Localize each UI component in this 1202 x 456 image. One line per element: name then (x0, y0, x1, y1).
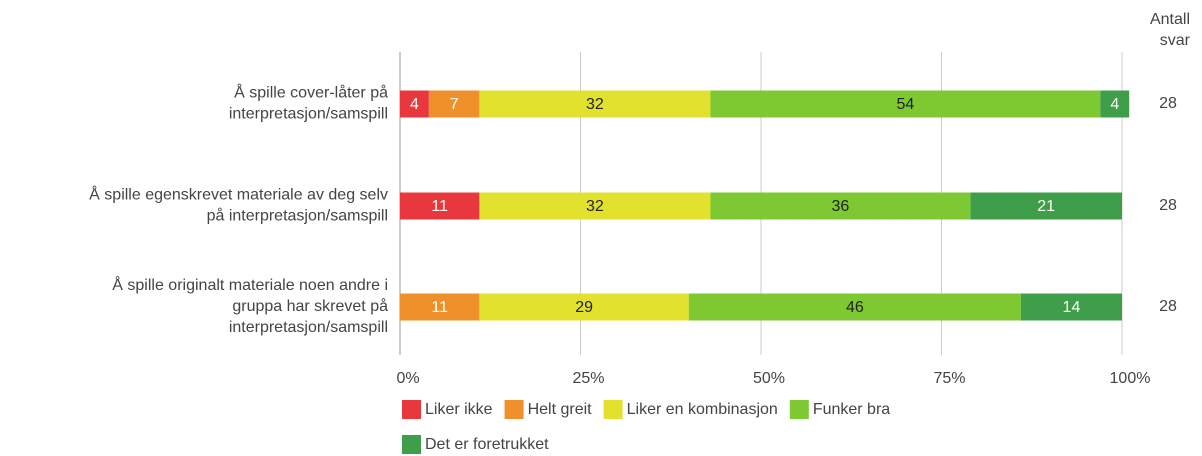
value-label: 36 (832, 198, 850, 215)
category-label: interpretasjon/samspill (229, 319, 388, 336)
x-tick-label: 0% (396, 370, 419, 387)
value-label: 11 (431, 198, 448, 215)
bar-segment (710, 192, 971, 220)
value-label: 4 (1110, 96, 1119, 113)
legend-swatch (504, 400, 524, 419)
category-label: Å spille originalt materiale noen andre … (112, 275, 388, 294)
value-label: 32 (586, 96, 604, 113)
bar-segment (479, 192, 711, 220)
bar-segment (1020, 293, 1122, 321)
totals-title: svar (1160, 32, 1191, 49)
value-label: 21 (1037, 198, 1055, 215)
value-label: 4 (410, 96, 419, 113)
legend-label: Det er foretrukket (425, 436, 549, 453)
value-label: 29 (575, 299, 593, 316)
x-tick-label: 25% (572, 370, 604, 387)
bar-segment (710, 90, 1101, 118)
legend-swatch (789, 400, 809, 419)
total-label: 28 (1159, 197, 1177, 214)
bar-segment (400, 192, 480, 220)
value-label: 54 (897, 96, 915, 113)
value-label: 11 (431, 299, 448, 316)
legend-swatch (402, 400, 421, 419)
legend-label: Funker bra (813, 401, 890, 418)
category-label: interpretasjon/samspill (229, 106, 388, 123)
value-label: 7 (450, 96, 459, 113)
legend-label: Helt greit (528, 401, 593, 418)
legend-swatch (402, 435, 421, 454)
bar-segment (400, 293, 480, 321)
bar-segment (1100, 90, 1130, 118)
total-label: 28 (1159, 298, 1177, 315)
category-label: Å spille egenskrevet materiale av deg se… (89, 185, 388, 204)
category-label: gruppa har skrevet på (232, 297, 388, 315)
total-label: 28 (1159, 95, 1177, 112)
category-label: Å spille cover-låter på (234, 83, 388, 102)
bar-segment (970, 192, 1122, 220)
category-label: på interpretasjon/samspill (207, 207, 388, 225)
bar-segment (479, 90, 711, 118)
value-label: 46 (846, 299, 864, 316)
legend-swatch (603, 400, 623, 419)
x-tick-label: 100% (1110, 370, 1151, 387)
bar-segment (400, 90, 429, 118)
value-label: 14 (1063, 299, 1081, 316)
legend-label: Liker en kombinasjon (627, 401, 778, 418)
bar-segment (479, 293, 689, 321)
x-tick-label: 75% (933, 370, 965, 387)
totals-title: Antall (1150, 11, 1190, 28)
legend-label: Liker ikke (425, 401, 493, 418)
value-label: 32 (586, 198, 604, 215)
x-tick-label: 50% (753, 370, 785, 387)
bar-segment (428, 90, 480, 118)
bar-segment (688, 293, 1021, 321)
